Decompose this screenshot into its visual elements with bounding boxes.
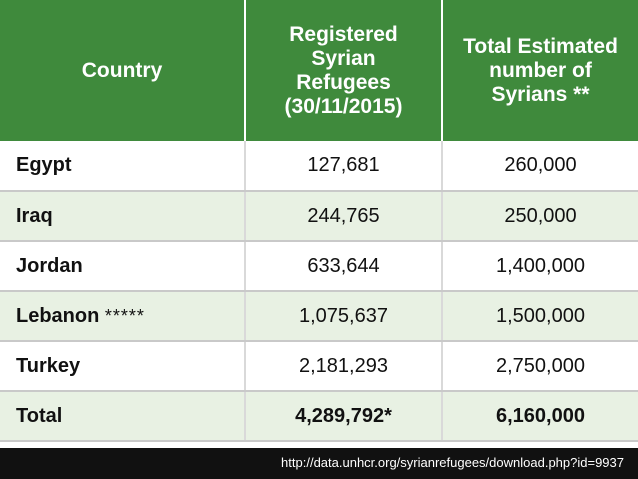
country-cell: Turkey xyxy=(0,341,246,392)
header-country: Country xyxy=(0,0,246,141)
registered-cell: 633,644 xyxy=(245,241,443,292)
total-registered: 4,289,792* xyxy=(245,391,443,442)
country-cell: Egypt xyxy=(0,141,246,192)
header-registered-line3: Refugees xyxy=(296,70,391,94)
registered-cell: 1,075,637 xyxy=(245,291,443,342)
country-cell: Lebanon ***** xyxy=(0,291,246,342)
country-cell: Jordan xyxy=(0,241,246,292)
header-estimated-line2: number of xyxy=(489,58,592,82)
refugee-table: Country Registered Syrian Refugees (30/1… xyxy=(0,0,638,442)
estimated-cell: 250,000 xyxy=(442,191,638,242)
registered-cell: 244,765 xyxy=(245,191,443,242)
registered-cell: 2,181,293 xyxy=(245,341,443,392)
table-row: Turkey 2,181,293 2,750,000 xyxy=(0,341,638,392)
header-registered: Registered Syrian Refugees (30/11/2015) xyxy=(245,0,443,141)
footnote-marker: ***** xyxy=(104,305,145,326)
registered-cell: 127,681 xyxy=(245,141,443,192)
table-row: Jordan 633,644 1,400,000 xyxy=(0,241,638,292)
header-registered-line1: Registered xyxy=(289,22,398,46)
table-row: Egypt 127,681 260,000 xyxy=(0,141,638,192)
table-row: Iraq 244,765 250,000 xyxy=(0,191,638,242)
source-bar: http://data.unhcr.org/syrianrefugees/dow… xyxy=(0,448,638,479)
header-estimated-line1: Total Estimated xyxy=(463,34,618,58)
estimated-cell: 2,750,000 xyxy=(442,341,638,392)
country-name: Lebanon xyxy=(16,304,100,327)
country-cell: Iraq xyxy=(0,191,246,242)
source-link[interactable]: http://data.unhcr.org/syrianrefugees/dow… xyxy=(281,455,624,470)
total-label: Total xyxy=(0,391,246,442)
total-estimated: 6,160,000 xyxy=(442,391,638,442)
estimated-cell: 1,400,000 xyxy=(442,241,638,292)
header-estimated-line3: Syrians ** xyxy=(491,82,590,106)
table-row: Lebanon ***** 1,075,637 1,500,000 xyxy=(0,291,638,342)
header-registered-line4: (30/11/2015) xyxy=(284,94,403,118)
total-row: Total 4,289,792* 6,160,000 xyxy=(0,391,638,442)
estimated-cell: 1,500,000 xyxy=(442,291,638,342)
header-estimated: Total Estimated number of Syrians ** xyxy=(442,0,638,141)
header-row: Country Registered Syrian Refugees (30/1… xyxy=(0,0,638,141)
estimated-cell: 260,000 xyxy=(442,141,638,192)
header-registered-line2: Syrian xyxy=(311,46,376,70)
